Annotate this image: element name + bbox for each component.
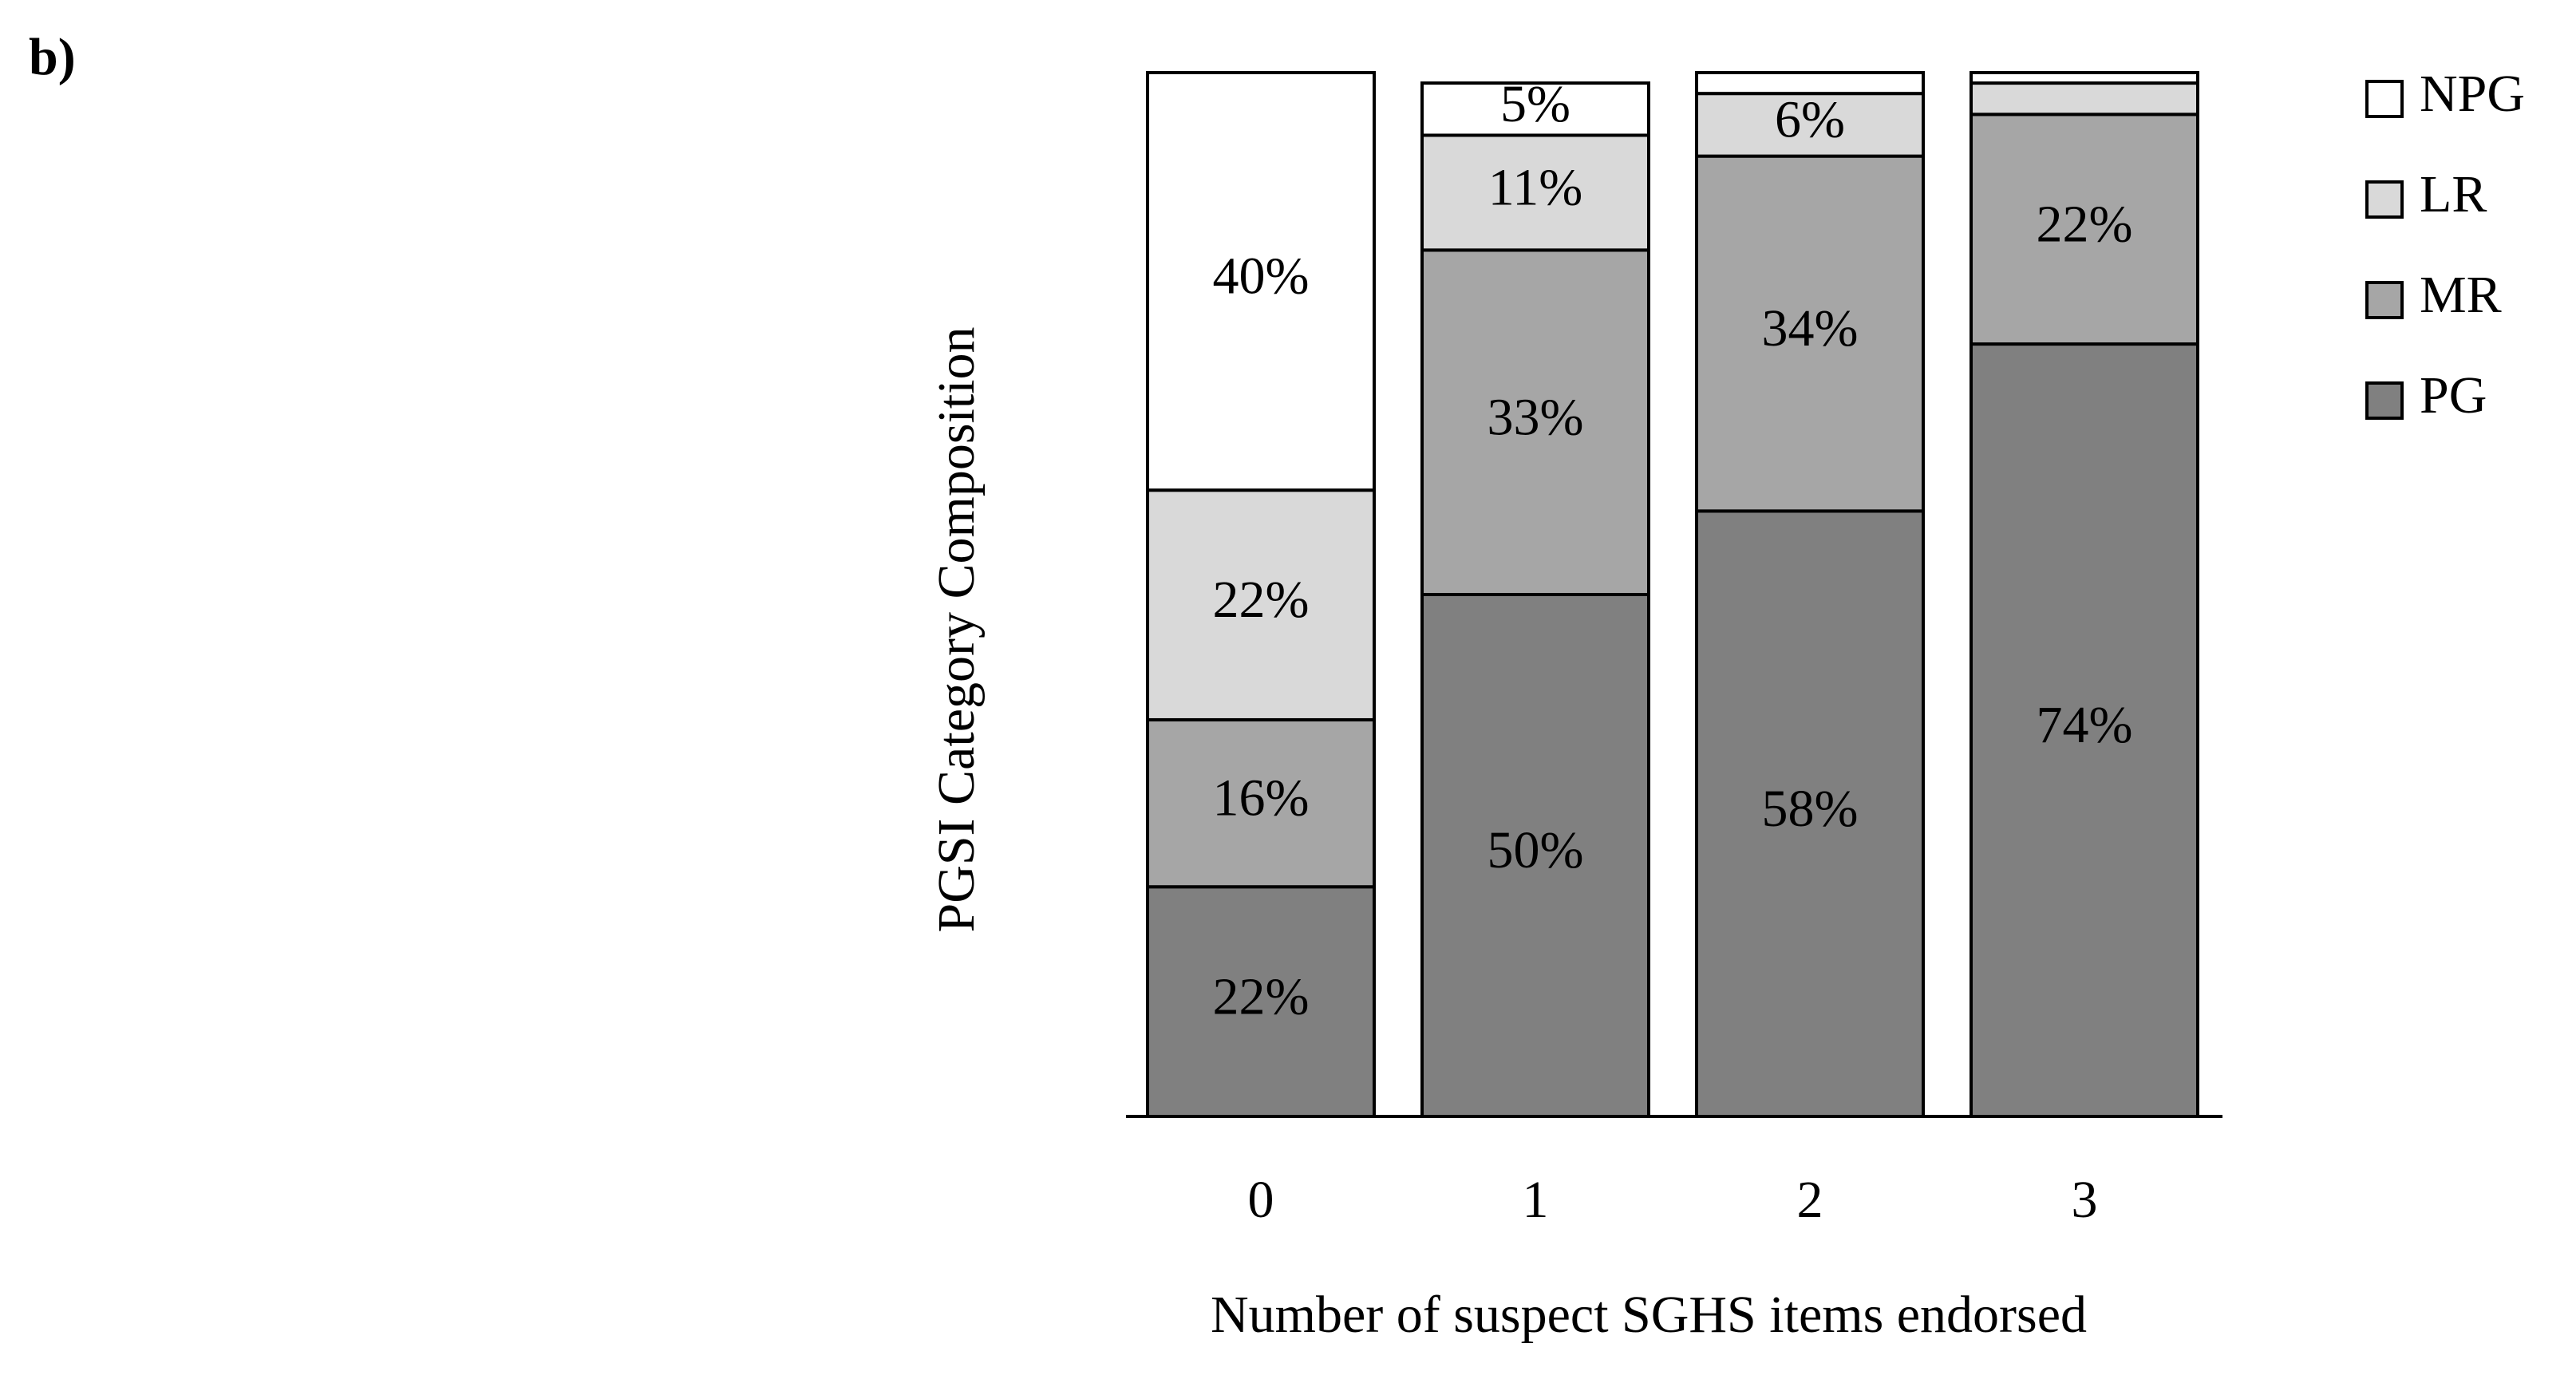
x-tick-label: 2 [1797,1171,1823,1229]
value-label: 22% [2037,195,2133,253]
value-label: 40% [1213,247,1310,306]
legend-swatch [2365,180,2404,219]
x-tick-label: 1 [1523,1171,1549,1229]
bar-segment [1695,92,1925,158]
value-label: 11% [1488,159,1583,217]
value-label: 50% [1488,821,1584,879]
x-tick-label: 3 [2072,1171,2098,1229]
value-label: 74% [2037,696,2133,754]
bar-segment [1420,248,1650,596]
bar-segment [1970,71,2199,85]
legend-label: LR [2420,165,2487,223]
value-label: 58% [1762,780,1859,838]
bar-segment [1695,154,1925,513]
value-label: 16% [1213,769,1310,828]
bar-segment [1146,717,1376,889]
x-axis-title: Number of suspect SGHS items endorsed [1211,1286,2087,1344]
legend-label: MR [2420,266,2502,324]
value-label: 33% [1488,388,1584,446]
value-label: 6% [1775,91,1845,149]
bar-segment [1970,113,2199,346]
value-label: 34% [1762,299,1859,358]
value-label: 5% [1500,75,1570,133]
legend-label: PG [2420,366,2487,425]
bar-segment [1695,71,1925,96]
legend-swatch [2365,381,2404,420]
legend-swatch [2365,80,2404,118]
bar-segment [1420,593,1650,1118]
panel-label: b) [29,28,76,86]
bar-segment [1420,133,1650,252]
bar-segment [1970,81,2199,117]
bar-segment [1146,71,1376,492]
x-tick-label: 0 [1248,1171,1274,1229]
bar-segment [1146,885,1376,1118]
bar-segment [1420,81,1650,137]
legend-swatch [2365,281,2404,319]
bar-segment [1970,342,2199,1118]
value-label: 22% [1213,967,1310,1025]
y-axis-title: PGSI Category Composition [927,326,986,932]
value-label: 22% [1213,571,1310,629]
legend-label: NPG [2420,65,2525,123]
